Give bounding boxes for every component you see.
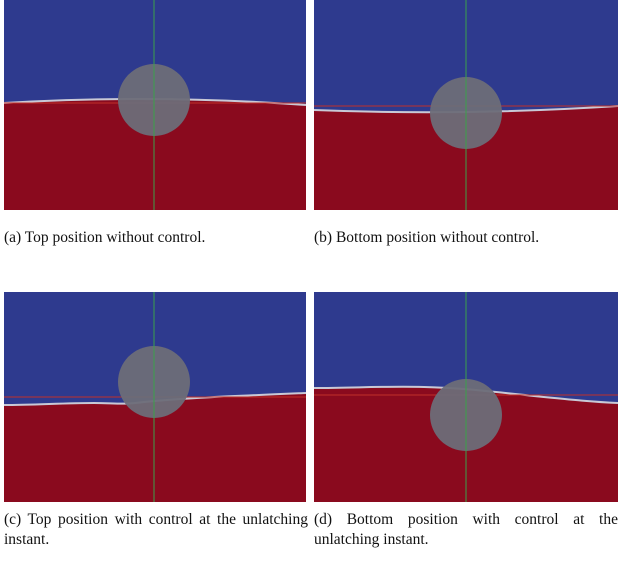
caption: (c) Top position with control at the unl… bbox=[4, 511, 308, 548]
caption: (b) Bottom position without control. bbox=[314, 229, 540, 246]
caption: (a) Top position without control. bbox=[4, 229, 206, 246]
simulation-image bbox=[4, 292, 306, 502]
caption: (d) Bottom position with control at the … bbox=[314, 511, 618, 548]
simulation-image bbox=[314, 0, 618, 210]
simulation-image bbox=[4, 0, 306, 210]
simulation-image bbox=[314, 292, 618, 502]
